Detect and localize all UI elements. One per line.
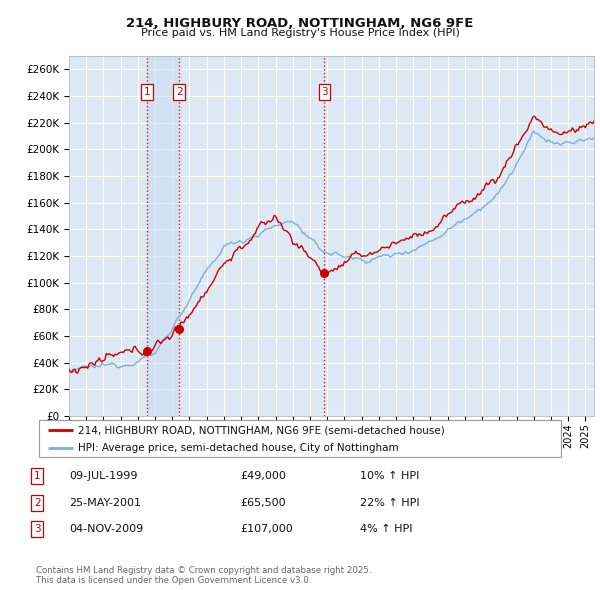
Text: Contains HM Land Registry data © Crown copyright and database right 2025.
This d: Contains HM Land Registry data © Crown c… — [36, 566, 371, 585]
Text: 2: 2 — [34, 498, 41, 507]
Text: 09-JUL-1999: 09-JUL-1999 — [69, 471, 137, 481]
Text: 214, HIGHBURY ROAD, NOTTINGHAM, NG6 9FE: 214, HIGHBURY ROAD, NOTTINGHAM, NG6 9FE — [127, 17, 473, 30]
Text: HPI: Average price, semi-detached house, City of Nottingham: HPI: Average price, semi-detached house,… — [78, 443, 399, 453]
Text: 3: 3 — [34, 525, 41, 534]
Text: 2: 2 — [176, 87, 182, 97]
Text: 1: 1 — [143, 87, 150, 97]
Text: 22% ↑ HPI: 22% ↑ HPI — [360, 498, 419, 507]
Text: 04-NOV-2009: 04-NOV-2009 — [69, 525, 143, 534]
Text: £65,500: £65,500 — [240, 498, 286, 507]
Text: 25-MAY-2001: 25-MAY-2001 — [69, 498, 141, 507]
Text: £107,000: £107,000 — [240, 525, 293, 534]
Text: 214, HIGHBURY ROAD, NOTTINGHAM, NG6 9FE (semi-detached house): 214, HIGHBURY ROAD, NOTTINGHAM, NG6 9FE … — [78, 425, 445, 435]
Bar — [147, 56, 179, 416]
Text: Price paid vs. HM Land Registry's House Price Index (HPI): Price paid vs. HM Land Registry's House … — [140, 28, 460, 38]
Text: 1: 1 — [34, 471, 41, 481]
Text: 4% ↑ HPI: 4% ↑ HPI — [360, 525, 413, 534]
Text: 10% ↑ HPI: 10% ↑ HPI — [360, 471, 419, 481]
Text: £49,000: £49,000 — [240, 471, 286, 481]
Text: 3: 3 — [321, 87, 328, 97]
